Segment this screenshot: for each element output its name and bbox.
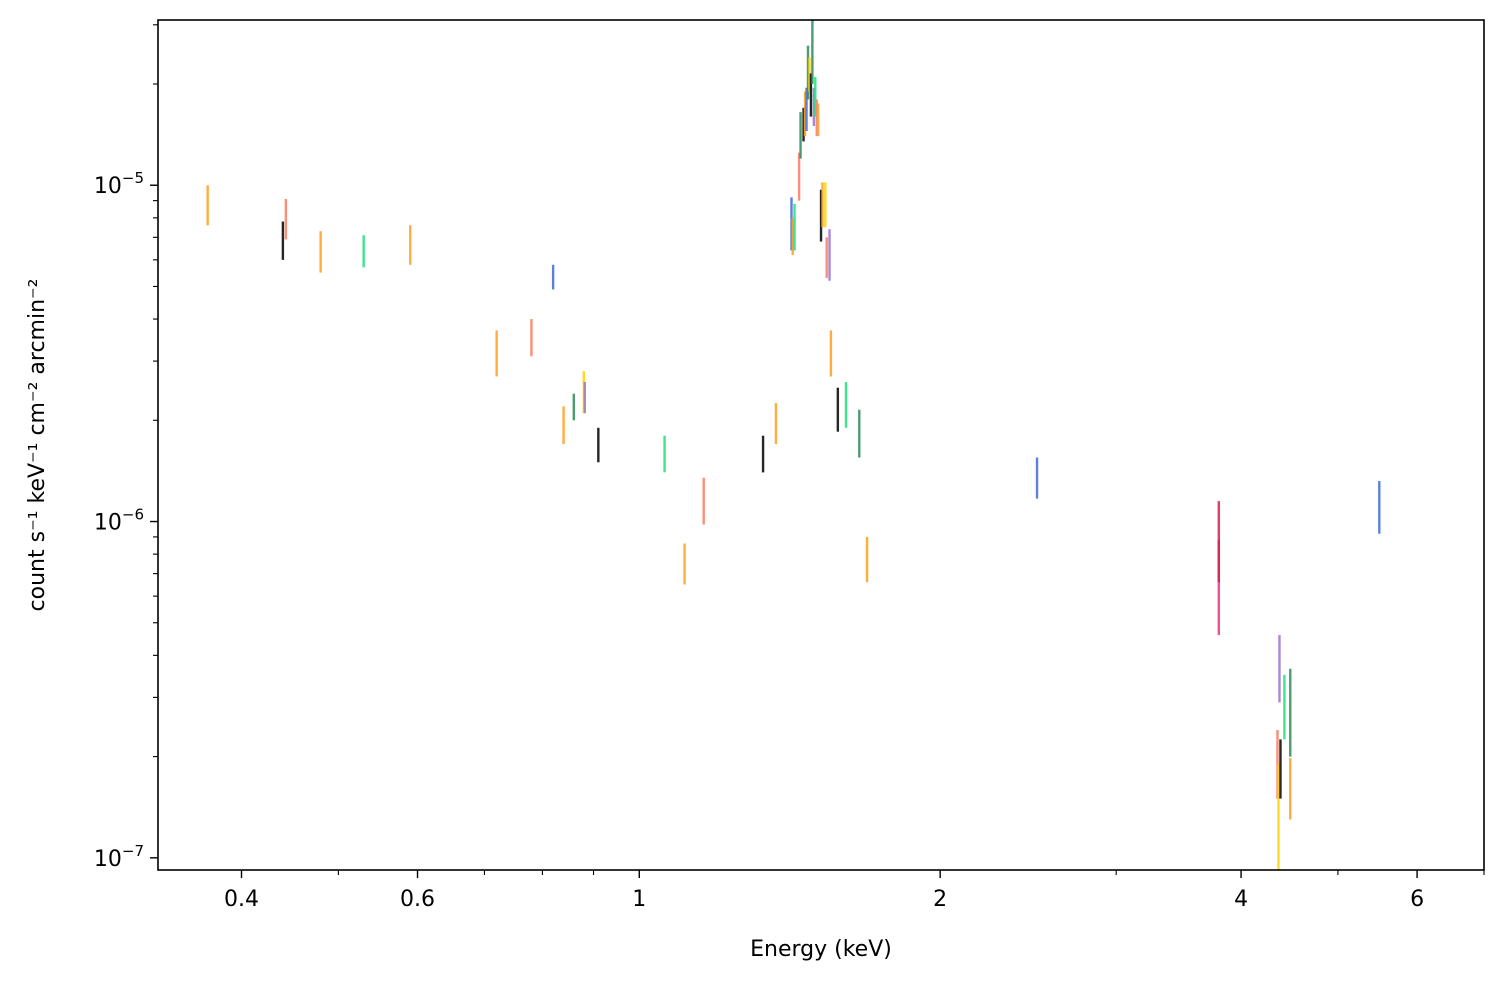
x-tick-label-1: 0.6 <box>400 887 435 912</box>
y-axis-label: count s⁻¹ keV⁻¹ cm⁻² arcmin⁻² <box>25 279 50 612</box>
y-tick-base-2: 10 <box>94 174 122 199</box>
y-tick-label-2: 10−5 <box>94 169 144 199</box>
y-axis: 10−710−610−5 <box>94 24 158 872</box>
error-bar-layer <box>206 20 1381 870</box>
y-tick-label-1: 10−6 <box>94 506 144 536</box>
x-tick-label-5: 6 <box>1410 887 1424 912</box>
x-tick-label-2: 1 <box>632 887 646 912</box>
y-tick-label-0: 10−7 <box>94 842 144 872</box>
y-tick-exponent-2: −5 <box>122 169 144 187</box>
x-tick-label-0: 0.4 <box>224 887 259 912</box>
x-tick-label-3: 2 <box>933 887 947 912</box>
y-tick-base-1: 10 <box>94 511 122 536</box>
x-axis: 0.4 0.6 1 2 4 6 <box>224 870 1485 912</box>
x-tick-label-4: 4 <box>1234 887 1248 912</box>
y-tick-exponent-1: −6 <box>122 506 144 524</box>
y-tick-base-0: 10 <box>94 847 122 872</box>
plot-frame <box>157 19 1485 871</box>
x-axis-label: Energy (keV) <box>750 937 892 962</box>
y-tick-exponent-0: −7 <box>122 842 144 860</box>
